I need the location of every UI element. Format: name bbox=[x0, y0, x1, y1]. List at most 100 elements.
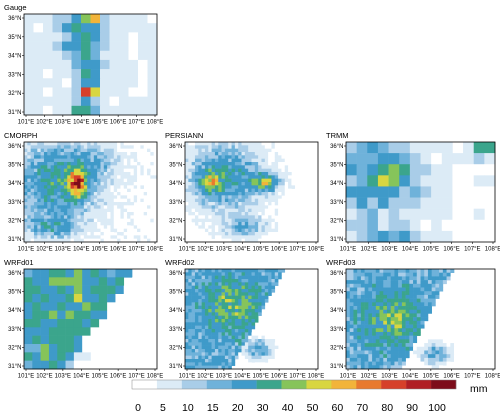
grid-cell bbox=[416, 354, 421, 359]
grid-cell bbox=[264, 335, 269, 340]
grid-cell bbox=[123, 145, 128, 149]
grid-cell bbox=[221, 272, 226, 276]
grid-cell bbox=[70, 215, 75, 219]
grid-cell bbox=[224, 319, 229, 323]
grid-cell bbox=[198, 225, 202, 229]
grid-cell bbox=[218, 158, 222, 163]
grid-cell bbox=[50, 145, 55, 149]
grid-cell bbox=[120, 198, 125, 203]
grid-cell bbox=[368, 298, 373, 303]
grid-cell bbox=[420, 357, 425, 362]
grid-cell bbox=[390, 272, 395, 277]
grid-cell bbox=[234, 182, 239, 186]
grid-cell bbox=[198, 202, 202, 206]
grid-cell bbox=[33, 218, 38, 223]
grid-cell bbox=[40, 145, 45, 149]
grid-cell bbox=[127, 232, 131, 236]
grid-cell bbox=[71, 23, 82, 33]
grid-cell bbox=[349, 313, 354, 318]
grid-cell bbox=[143, 215, 148, 219]
grid-cell bbox=[278, 192, 282, 196]
grid-cell bbox=[185, 228, 189, 233]
grid-cell bbox=[204, 208, 209, 213]
grid-cell bbox=[211, 205, 216, 209]
grid-cell bbox=[43, 225, 48, 229]
grid-cell bbox=[435, 287, 440, 292]
grid-cell bbox=[43, 23, 53, 33]
grid-cell bbox=[73, 178, 78, 183]
grid-cell bbox=[24, 202, 28, 206]
grid-cell bbox=[218, 218, 222, 223]
grid-cell bbox=[353, 280, 358, 285]
grid-cell bbox=[201, 188, 206, 193]
grid-cell bbox=[53, 182, 58, 186]
colorbar-swatch bbox=[256, 380, 282, 389]
grid-cell bbox=[188, 332, 192, 336]
grid-cell bbox=[198, 355, 202, 360]
grid-cell bbox=[148, 269, 158, 278]
grid-cell bbox=[291, 175, 296, 179]
grid-cell bbox=[221, 182, 226, 186]
grid-cell bbox=[137, 175, 141, 179]
colorbar-tick-label: 90 bbox=[406, 402, 418, 414]
grid-cell bbox=[40, 142, 45, 146]
grid-cell bbox=[398, 335, 403, 340]
grid-cell bbox=[291, 218, 296, 223]
grid-cell bbox=[288, 142, 292, 146]
grid-cell bbox=[188, 192, 192, 196]
grid-cell bbox=[110, 168, 115, 173]
grid-cell bbox=[383, 357, 388, 362]
grid-cell bbox=[367, 208, 379, 221]
grid-cell bbox=[50, 185, 55, 189]
grid-cell bbox=[90, 235, 95, 239]
grid-cell bbox=[93, 162, 98, 166]
grid-cell bbox=[268, 289, 272, 293]
grid-cell bbox=[375, 324, 380, 329]
colorbar-tick-label: 80 bbox=[381, 402, 393, 414]
grid-cell bbox=[132, 335, 141, 345]
grid-cell bbox=[416, 357, 421, 362]
grid-cell bbox=[24, 188, 28, 193]
grid-cell bbox=[201, 208, 206, 213]
grid-cell bbox=[383, 339, 388, 344]
grid-cell bbox=[427, 272, 432, 277]
grid-cell bbox=[127, 195, 131, 199]
grid-cell bbox=[191, 302, 196, 306]
grid-cell bbox=[379, 346, 384, 351]
grid-cell bbox=[70, 172, 75, 176]
grid-cell bbox=[431, 350, 436, 355]
grid-cell bbox=[37, 235, 41, 239]
grid-cell bbox=[201, 312, 206, 316]
grid-cell bbox=[221, 329, 226, 333]
grid-cell bbox=[130, 235, 135, 239]
grid-cell bbox=[398, 276, 403, 281]
grid-cell bbox=[115, 302, 125, 311]
grid-cell bbox=[258, 359, 262, 363]
grid-cell bbox=[244, 349, 249, 353]
grid-cell bbox=[143, 148, 148, 153]
grid-cell bbox=[372, 343, 377, 348]
grid-cell bbox=[204, 155, 209, 159]
grid-cell bbox=[188, 329, 192, 333]
grid-cell bbox=[383, 317, 388, 322]
grid-cell bbox=[117, 178, 121, 183]
grid-cell bbox=[241, 292, 246, 296]
grid-cell bbox=[368, 331, 373, 336]
grid-cell bbox=[281, 155, 286, 159]
grid-cell bbox=[264, 339, 269, 343]
grid-cell bbox=[268, 218, 272, 223]
grid-cell bbox=[401, 350, 406, 355]
grid-cell bbox=[346, 343, 351, 348]
grid-cell bbox=[188, 279, 192, 283]
grid-cell bbox=[484, 186, 496, 198]
grid-cell bbox=[431, 197, 443, 209]
grid-cell bbox=[137, 145, 141, 149]
grid-cell bbox=[353, 339, 358, 344]
grid-cell bbox=[208, 218, 212, 223]
grid-cell bbox=[368, 294, 373, 299]
grid-cell bbox=[248, 165, 252, 169]
x-tick-label: 106°E bbox=[271, 247, 287, 253]
grid-cell bbox=[204, 305, 209, 310]
grid-cell bbox=[90, 59, 101, 70]
x-tick-label: 106°E bbox=[443, 374, 459, 380]
